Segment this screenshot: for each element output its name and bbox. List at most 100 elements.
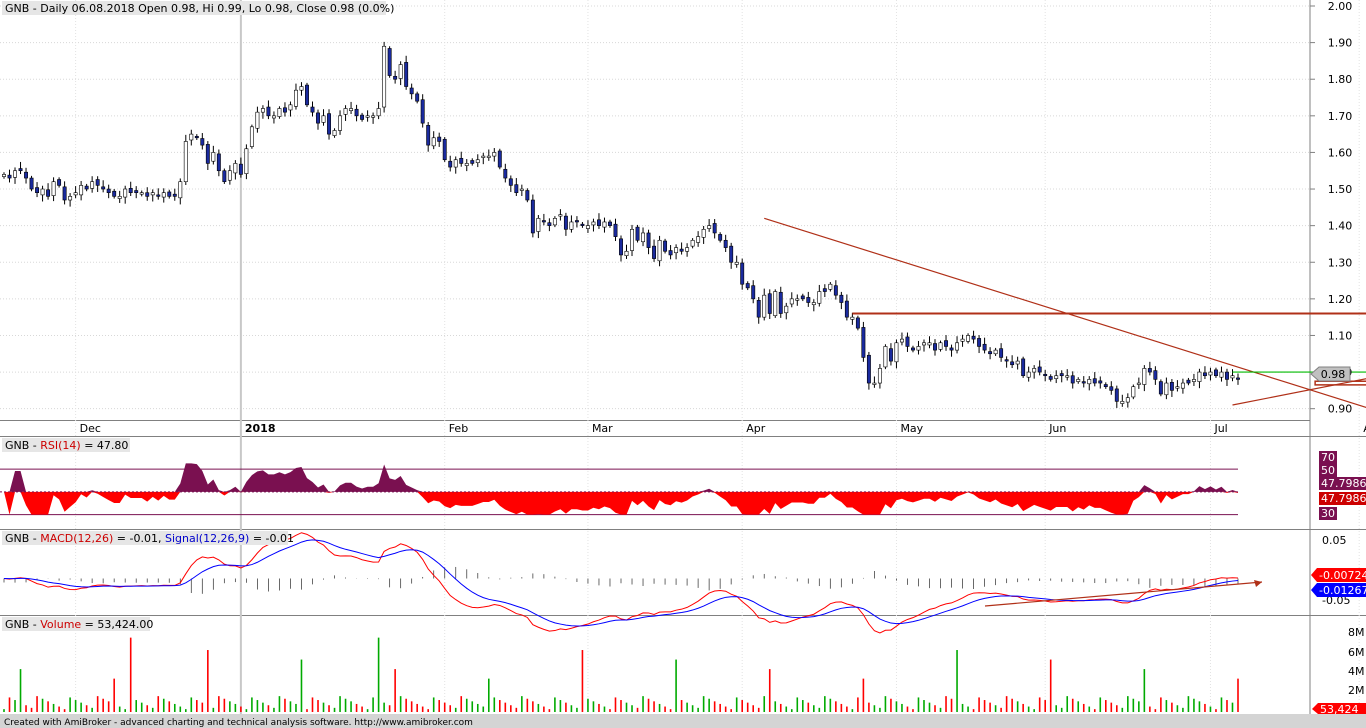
rsi-fill-above	[4, 463, 1238, 492]
candle-body	[299, 86, 304, 91]
month-label: Mar	[592, 422, 613, 435]
price-tick-label: 1.50	[1328, 183, 1353, 196]
month-label: Aug	[1363, 422, 1366, 435]
candle-body	[277, 108, 282, 117]
candle-body	[371, 115, 376, 118]
candle-body	[525, 190, 530, 201]
candle-body	[453, 159, 458, 168]
candle-body	[7, 174, 12, 179]
candle-body	[861, 327, 866, 358]
candle-body	[1153, 370, 1158, 380]
candle-body	[1147, 368, 1152, 373]
candle-body	[911, 347, 915, 351]
candle-body	[1054, 375, 1059, 379]
macd-line	[3, 532, 1239, 634]
candle-body	[1114, 388, 1119, 402]
price-tick-label: 1.80	[1328, 73, 1353, 86]
candle-body	[1037, 366, 1042, 373]
candle-body	[1214, 369, 1218, 377]
candle-body	[481, 155, 486, 158]
month-label: 2018	[245, 422, 276, 435]
candle-body	[227, 170, 232, 181]
candle-body	[547, 222, 552, 226]
candle-body	[475, 159, 480, 163]
candle-body	[205, 144, 210, 164]
candle-body	[955, 342, 959, 351]
candle-body	[128, 188, 133, 193]
trendline-group	[764, 217, 1366, 408]
candle-body	[161, 192, 166, 198]
month-tick-labels: Dec 2018 Feb Mar Apr May Jun Jul Aug	[80, 422, 1366, 435]
candle-body	[426, 125, 431, 146]
candle-body	[712, 223, 717, 234]
price-axis[interactable]	[1310, 0, 1366, 436]
candle-body	[327, 113, 331, 135]
candle-body	[933, 343, 937, 351]
candle-body	[1048, 376, 1053, 380]
candle-body	[663, 240, 668, 252]
candle-body	[249, 126, 254, 147]
volume-tick-6m: 6M	[1348, 646, 1365, 659]
candle-body	[800, 295, 805, 300]
price-gridlines	[0, 5, 1315, 410]
candle-body	[1191, 379, 1196, 382]
candle-body	[597, 219, 601, 226]
candle-body	[900, 338, 904, 343]
macd-divergence-arrowhead	[1254, 580, 1262, 587]
candle-body	[46, 189, 51, 197]
candle-body	[24, 171, 28, 179]
candle-body	[1010, 361, 1015, 366]
candle-body	[844, 300, 849, 318]
last-price-marker: 0.98	[1310, 366, 1351, 382]
month-label: Jun	[1048, 422, 1066, 435]
candle-body	[68, 196, 73, 201]
footer-text: Created with AmiBroker - advanced charti…	[4, 718, 473, 728]
candle-body	[1186, 379, 1191, 384]
candle-body	[1076, 379, 1081, 382]
macd-tag: -0.00724	[1319, 569, 1366, 582]
candle-body	[778, 291, 783, 314]
candle-body	[167, 191, 172, 197]
candle-body	[944, 340, 948, 347]
candle-body	[442, 138, 447, 161]
candle-body	[332, 130, 337, 136]
candle-body	[1208, 371, 1213, 376]
candle-body	[51, 181, 56, 196]
candle-body	[536, 218, 541, 232]
candle-body	[283, 107, 287, 113]
candle-body	[2, 174, 6, 177]
candle-body	[519, 188, 524, 191]
candle-body	[877, 368, 882, 384]
macd-tick-0.05: 0.05	[1322, 534, 1347, 547]
candle-body	[817, 291, 822, 304]
candle-body	[189, 133, 194, 141]
candle-body	[1230, 375, 1235, 379]
candle-body	[690, 239, 695, 247]
candle-body	[40, 188, 45, 196]
footer-bar	[0, 714, 1366, 728]
candle-body	[404, 62, 409, 87]
candle-body	[18, 168, 23, 172]
candle-body	[999, 348, 1004, 358]
candle-body	[112, 190, 117, 197]
price-panel[interactable]	[0, 0, 1310, 421]
candle-body	[685, 247, 690, 252]
candle-body	[679, 248, 684, 252]
candle-body	[503, 168, 508, 179]
candle-body	[613, 223, 618, 237]
candle-body	[574, 220, 579, 223]
candle-body	[707, 225, 712, 229]
candle-body	[288, 104, 293, 111]
candle-body	[84, 185, 89, 190]
candle-body	[833, 285, 838, 296]
price-tick-label: 2.00	[1328, 0, 1353, 13]
macd-panel-title: GNB - MACD(12,26) = -0.01, Signal(12,26,…	[5, 532, 294, 545]
candle-body	[382, 45, 387, 108]
month-label: May	[900, 422, 923, 435]
candle-body	[1120, 401, 1125, 404]
volume-tick-2m: 2M	[1348, 684, 1365, 697]
candle-body	[415, 93, 420, 102]
candle-body	[619, 238, 623, 256]
price-tick-label: 1.70	[1328, 110, 1353, 123]
candle-body	[1142, 368, 1147, 385]
